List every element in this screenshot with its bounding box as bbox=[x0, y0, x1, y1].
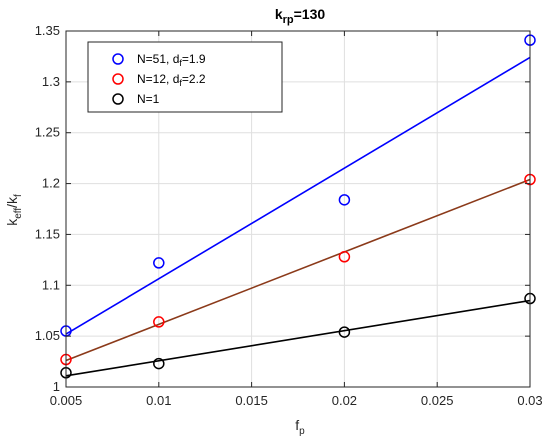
y-tick-label: 1.25 bbox=[35, 125, 60, 140]
ylabel-p2: /k bbox=[4, 196, 20, 208]
legend-entry-n1: N=1 bbox=[112, 92, 160, 106]
y-axis-label: keff/kf bbox=[4, 194, 24, 226]
fit-line-series-0 bbox=[65, 56, 531, 335]
title-sub: rp bbox=[283, 14, 294, 26]
data-point-series-0 bbox=[153, 257, 165, 269]
data-point-series-1 bbox=[338, 251, 351, 263]
legend-label-n1: N=1 bbox=[137, 92, 160, 106]
title-main: k bbox=[275, 6, 283, 22]
legend-label-n12: N=12, df=2.2 bbox=[137, 72, 206, 88]
legend-marker-n1 bbox=[112, 93, 124, 105]
x-axis-label: fp bbox=[295, 417, 305, 437]
x-tick-label: 0.015 bbox=[235, 393, 268, 408]
xlabel-main: f bbox=[295, 417, 299, 433]
data-point-series-2 bbox=[153, 357, 165, 370]
y-tick-label: 1.1 bbox=[42, 277, 60, 292]
legend-box bbox=[87, 41, 283, 113]
y-tick-label: 1.05 bbox=[35, 328, 60, 343]
legend-entry-n12: N=12, df=2.2 bbox=[112, 72, 206, 88]
x-tick-label: 0.025 bbox=[421, 393, 454, 408]
legend-marker-n12 bbox=[112, 73, 124, 85]
x-tick-label: 0.005 bbox=[50, 393, 83, 408]
fit-line-series-1 bbox=[65, 178, 531, 362]
axis-ticks: 0.005 0.01 0.015 0.02 0.025 0.03 1 1.05 1.1 1.15 1… bbox=[35, 23, 543, 408]
legend: N=51, df=1.9 N=12, df=2.2 N=1 bbox=[87, 41, 283, 113]
xlabel-sub: p bbox=[299, 426, 305, 437]
legend-label-n51: N=51, df=1.9 bbox=[137, 52, 206, 68]
x-tick-label: 0.01 bbox=[146, 393, 171, 408]
ylabel-s1: eff bbox=[13, 208, 24, 219]
chart-title: krp=130 bbox=[275, 6, 326, 26]
legend-marker-n51 bbox=[112, 53, 124, 65]
title-rest: =130 bbox=[294, 6, 326, 22]
legend-entry-n51: N=51, df=1.9 bbox=[112, 52, 206, 68]
y-tick-label: 1 bbox=[53, 379, 60, 394]
y-tick-label: 1.2 bbox=[42, 176, 60, 191]
x-tick-label: 0.03 bbox=[517, 393, 542, 408]
data-point-series-1 bbox=[153, 316, 165, 328]
y-tick-label: 1.3 bbox=[42, 74, 60, 89]
plot-area-frame bbox=[65, 30, 531, 388]
x-tick-label: 0.02 bbox=[332, 393, 357, 408]
y-tick-label: 1.15 bbox=[35, 226, 60, 241]
ylabel-p1: k bbox=[4, 218, 20, 226]
fit-line-series-2 bbox=[65, 299, 531, 377]
fit-lines bbox=[65, 56, 531, 377]
y-tick-label: 1.35 bbox=[35, 23, 60, 38]
data-point-series-0 bbox=[338, 194, 351, 206]
ylabel-s2: f bbox=[13, 194, 24, 197]
data-point-series-2 bbox=[338, 326, 351, 338]
